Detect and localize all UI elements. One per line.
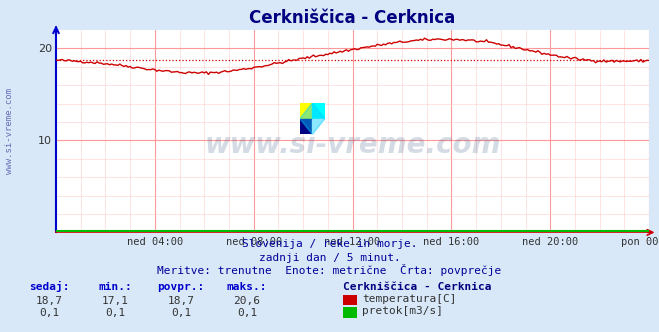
Text: pretok[m3/s]: pretok[m3/s] (362, 306, 444, 316)
Text: Meritve: trenutne  Enote: metrične  Črta: povprečje: Meritve: trenutne Enote: metrične Črta: … (158, 264, 501, 276)
Text: temperatura[C]: temperatura[C] (362, 294, 457, 304)
Polygon shape (312, 119, 325, 134)
Text: povpr.:: povpr.: (158, 283, 205, 292)
Polygon shape (312, 103, 325, 119)
Polygon shape (300, 119, 312, 134)
Text: 0,1: 0,1 (40, 308, 59, 318)
Text: 18,7: 18,7 (168, 296, 194, 306)
Text: maks.:: maks.: (227, 283, 268, 292)
Text: 0,1: 0,1 (237, 308, 257, 318)
Polygon shape (300, 103, 312, 119)
Text: Cerkniščica - Cerknica: Cerkniščica - Cerknica (343, 283, 491, 292)
Text: 0,1: 0,1 (171, 308, 191, 318)
Text: www.si-vreme.com: www.si-vreme.com (204, 131, 501, 159)
Text: 18,7: 18,7 (36, 296, 63, 306)
Text: 0,1: 0,1 (105, 308, 125, 318)
Text: sedaj:: sedaj: (29, 282, 70, 292)
Text: Slovenija / reke in morje.: Slovenija / reke in morje. (242, 239, 417, 249)
Text: www.si-vreme.com: www.si-vreme.com (5, 88, 14, 174)
Text: min.:: min.: (98, 283, 132, 292)
Text: zadnji dan / 5 minut.: zadnji dan / 5 minut. (258, 253, 401, 263)
Text: 17,1: 17,1 (102, 296, 129, 306)
Title: Cerkniščica - Cerknica: Cerkniščica - Cerknica (250, 9, 455, 27)
Text: 20,6: 20,6 (234, 296, 260, 306)
Polygon shape (300, 103, 325, 134)
